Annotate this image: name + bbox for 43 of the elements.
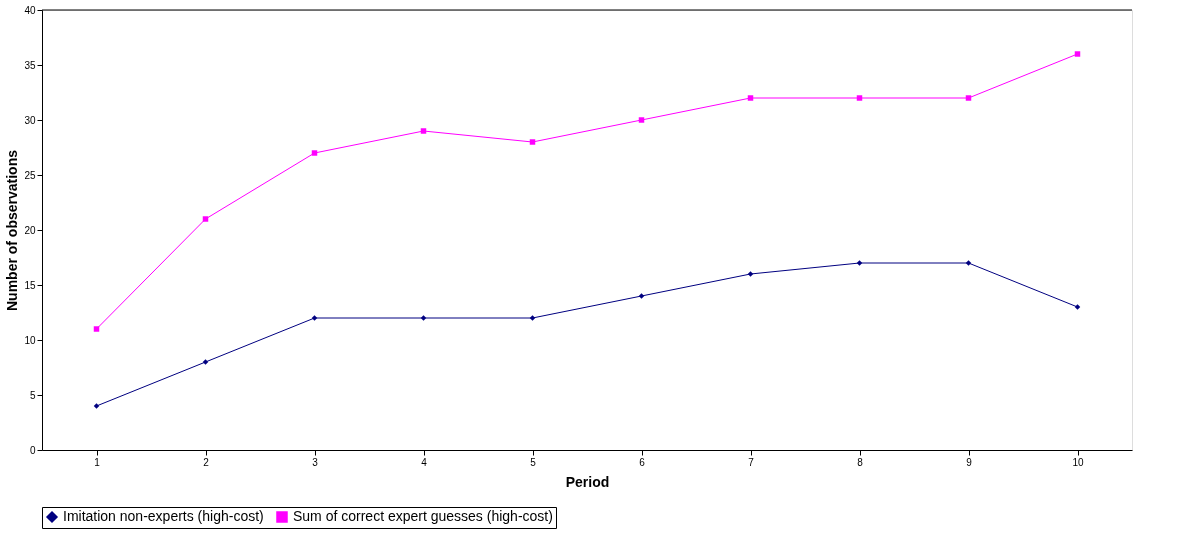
point [311, 315, 318, 321]
x-tick-label: 1 [94, 456, 101, 468]
y-tick-label: 0 [29, 444, 36, 456]
legend-label: Sum of correct expert guesses (high-cost) [293, 508, 553, 524]
point [529, 139, 536, 145]
point [202, 359, 209, 365]
x-tick-label: 9 [966, 456, 973, 468]
point [311, 150, 318, 156]
point [93, 326, 100, 332]
y-tick-label: 40 [24, 4, 36, 16]
y-tick-label: 25 [24, 169, 36, 181]
y-tick-label: 30 [24, 114, 36, 126]
point [638, 293, 645, 299]
point [747, 95, 754, 101]
point [93, 403, 100, 409]
x-axis-title: Period [565, 473, 610, 490]
legend-label: Imitation non-experts (high-cost) [63, 508, 264, 524]
point [420, 315, 427, 321]
point [965, 95, 972, 101]
y-tick-label: 5 [29, 389, 36, 401]
x-tick-label: 6 [639, 456, 646, 468]
x-tick-label: 7 [748, 456, 755, 468]
y-tick-label: 35 [24, 59, 36, 71]
point [747, 271, 754, 277]
point [529, 315, 536, 321]
x-tick-label: 5 [530, 456, 537, 468]
point [638, 117, 645, 123]
point [856, 95, 863, 101]
x-tick-label: 8 [857, 456, 864, 468]
x-tick-label: 3 [312, 456, 319, 468]
point [202, 216, 209, 222]
y-tick-label: 20 [24, 224, 36, 236]
x-tick-label: 2 [203, 456, 210, 468]
x-tick-label: 4 [421, 456, 428, 468]
point [420, 128, 427, 134]
y-tick-label: 15 [24, 279, 36, 291]
point [1074, 304, 1081, 310]
y-axis-title: Number of observations [4, 149, 21, 312]
point [1074, 51, 1081, 57]
y-tick-label: 10 [24, 334, 36, 346]
x-tick-label: 10 [1072, 456, 1084, 468]
point [856, 260, 863, 266]
point [965, 260, 972, 266]
